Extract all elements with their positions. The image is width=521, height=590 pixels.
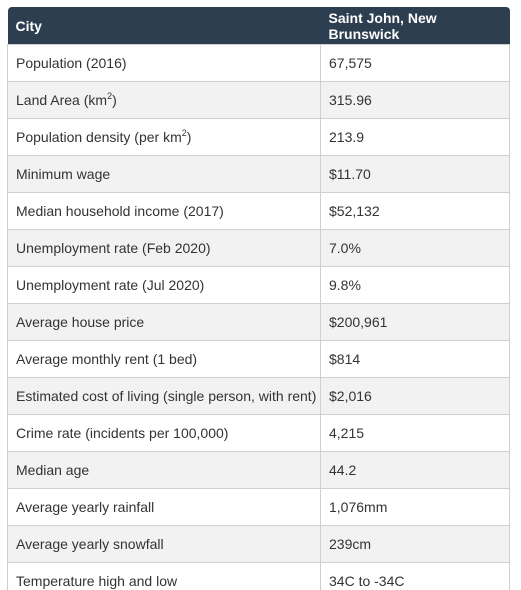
row-value: 44.2 [320,451,510,489]
row-label: Unemployment rate (Feb 2020) [7,229,321,267]
row-label: Population density (per km2) [7,118,321,156]
row-label-text: Unemployment rate (Feb 2020) [16,240,211,256]
row-label-text: Average yearly snowfall [16,536,164,552]
row-value: 315.96 [320,81,510,119]
row-label: Population (2016) [7,44,321,82]
table-row: Unemployment rate (Feb 2020) 7.0% [7,229,510,267]
row-label-text: Temperature high and low [16,573,178,589]
row-label: Median age [7,451,321,489]
row-label: Average yearly snowfall [7,525,321,563]
superscript: 2 [107,91,113,101]
row-label-text: Average monthly rent (1 bed) [16,351,198,367]
table-header: City Saint John, New Brunswick [7,7,510,45]
table-row: Minimum wage $11.70 [7,155,510,193]
row-label-suffix: ) [186,129,192,145]
row-value: 67,575 [320,44,510,82]
row-label-text: Average house price [16,314,145,330]
header-row: City Saint John, New Brunswick [7,7,510,45]
table-row: Average yearly rainfall 1,076mm [7,488,510,526]
table-row: Average monthly rent (1 bed) $814 [7,340,510,378]
table-row: Population (2016) 67,575 [7,44,510,82]
row-label: Average monthly rent (1 bed) [7,340,321,378]
row-label-text: Average yearly rainfall [16,499,155,515]
table-row: Temperature high and low 34C to -34C [7,562,510,590]
row-value: 239cm [320,525,510,563]
row-label-suffix: ) [112,92,117,108]
row-value: 7.0% [320,229,510,267]
row-label-text: Estimated cost of living (single person,… [16,388,317,404]
row-label: Median household income (2017) [7,192,321,230]
row-label-text: Population density (per km [16,129,182,145]
row-label: Average yearly rainfall [7,488,321,526]
row-label-text: Unemployment rate (Jul 2020) [16,277,205,293]
row-value: $200,961 [320,303,510,341]
row-value: $814 [320,340,510,378]
row-label-text: Crime rate (incidents per 100,000) [16,425,229,441]
header-saint-john: Saint John, New Brunswick [320,7,510,45]
row-label: Land Area (km2) [7,81,321,119]
table-row: Crime rate (incidents per 100,000) 4,215 [7,414,510,452]
row-label: Crime rate (incidents per 100,000) [7,414,321,452]
table-row: Median household income (2017) $52,132 [7,192,510,230]
row-value: 1,076mm [320,488,510,526]
table-row: Average yearly snowfall 239cm [7,525,510,563]
row-label: Estimated cost of living (single person,… [7,377,321,415]
row-label: Minimum wage [7,155,321,193]
row-value: 213.9 [320,118,510,156]
row-value: 9.8% [320,266,510,304]
row-label: Average house price [7,303,321,341]
row-label-text: Population (2016) [16,55,127,71]
table-body: Population (2016) 67,575 Land Area (km2)… [7,44,510,590]
superscript: 2 [181,128,187,138]
table-row: Average house price $200,961 [7,303,510,341]
table-row: Unemployment rate (Jul 2020) 9.8% [7,266,510,304]
table-row: Land Area (km2) 315.96 [7,81,510,119]
row-label-text: Median household income (2017) [16,203,224,219]
table-row: Median age 44.2 [7,451,510,489]
row-value: $2,016 [320,377,510,415]
row-value: $52,132 [320,192,510,230]
row-value: 34C to -34C [320,562,510,590]
header-city: City [7,7,321,45]
table-row: Estimated cost of living (single person,… [7,377,510,415]
table-row: Population density (per km2) 213.9 [7,118,510,156]
row-label-text: Minimum wage [16,166,111,182]
row-label: Temperature high and low [7,562,321,590]
row-value: 4,215 [320,414,510,452]
row-value: $11.70 [320,155,510,193]
row-label: Unemployment rate (Jul 2020) [7,266,321,304]
row-label-text: Median age [16,462,90,478]
city-comparison-table: City Saint John, New Brunswick Populatio… [7,7,510,590]
row-label-text: Land Area (km [16,92,108,108]
